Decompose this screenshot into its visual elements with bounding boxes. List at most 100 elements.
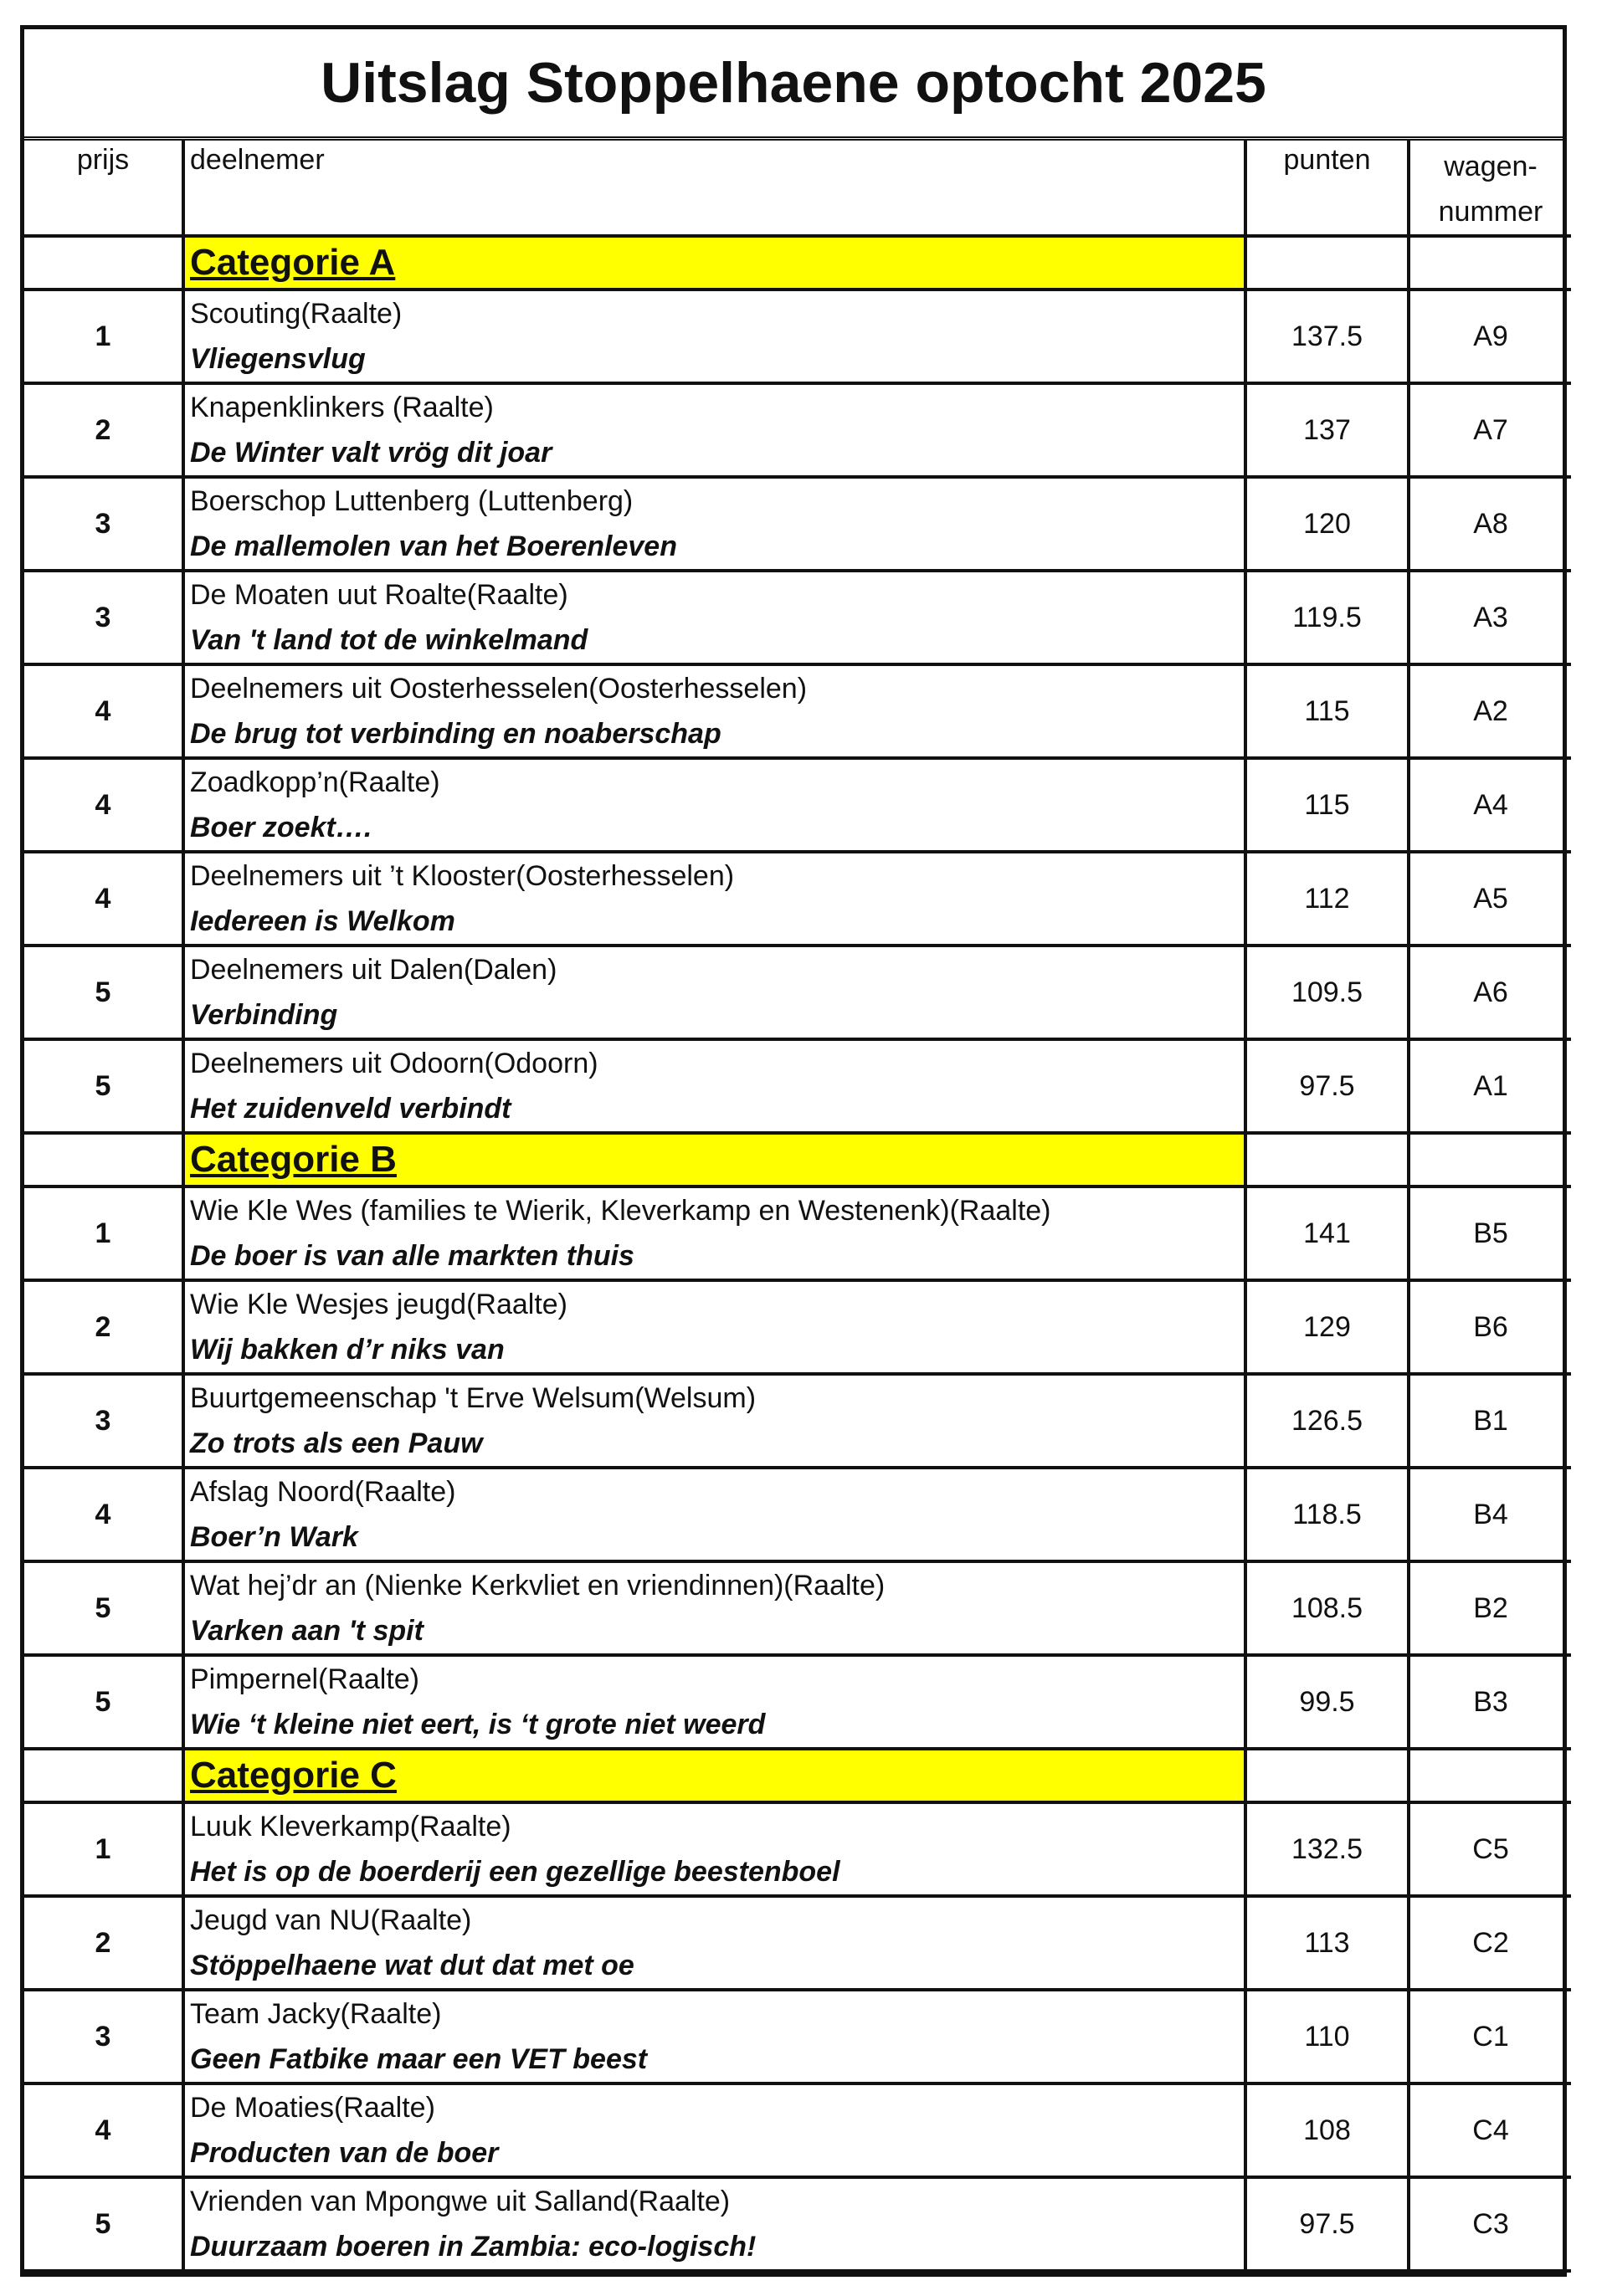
theme: Producten van de boer	[190, 2137, 499, 2169]
entry-cell: Deelnemers uit ’t Klooster(Oosterhessele…	[182, 850, 1247, 947]
theme: Stöppelhaene wat dut dat met oe	[190, 1950, 634, 1981]
deelnemer: Team Jacky(Raalte)	[190, 1998, 442, 2030]
result-row: 5 Deelnemers uit Dalen(Dalen) Verbinding 10…	[24, 944, 1571, 1041]
wagennummer: C4	[1407, 2082, 1571, 2179]
header-cell: wagen- nummer	[1407, 141, 1571, 238]
result-row: 1 Wie Kle Wes (families te Wierik, Klever…	[24, 1185, 1571, 1282]
theme: Het is op de boerderij een gezellige bee…	[190, 1856, 840, 1888]
result-row: 4 Deelnemers uit ’t Klooster(Oosterhessel…	[24, 850, 1571, 947]
category-row: Categorie A	[24, 234, 1571, 291]
prijs: 5	[24, 2176, 185, 2273]
category-row: Categorie B	[24, 1131, 1571, 1188]
header-row: prijs deelnemer punten wagen- nummer	[24, 141, 1571, 238]
punten: 109.5	[1244, 944, 1410, 1041]
wagennummer: A7	[1407, 382, 1571, 479]
punten: 126.5	[1244, 1372, 1410, 1469]
entry-cell: Afslag Noord(Raalte) Boer’n Wark	[182, 1466, 1247, 1563]
deelnemer: Deelnemers uit ’t Klooster(Oosterhessele…	[190, 860, 735, 892]
category-name: Categorie A	[182, 234, 1247, 291]
prijs: 3	[24, 475, 185, 572]
wagennummer: B3	[1407, 1653, 1571, 1750]
result-row: 3 De Moaten uut Roalte(Raalte) Van 't land…	[24, 569, 1571, 666]
entry-cell: De Moaties(Raalte) Producten van de boer	[182, 2082, 1247, 2179]
punten: 97.5	[1244, 1038, 1410, 1135]
result-row: 5 Wat hej’dr an (Nienke Kerkvliet en vrie…	[24, 1560, 1571, 1657]
theme: Verbinding	[190, 999, 338, 1031]
punten: 108.5	[1244, 1560, 1410, 1657]
header-cell: deelnemer	[182, 141, 1247, 238]
entry-cell: Wat hej’dr an (Nienke Kerkvliet en vrien…	[182, 1560, 1247, 1657]
result-row: 5 Vrienden van Mpongwe uit Salland(Raalte…	[24, 2176, 1571, 2273]
title: Uitslag Stoppelhaene optocht 2025	[24, 29, 1563, 141]
results-sheet: Uitslag Stoppelhaene optocht 2025 prijs …	[20, 25, 1571, 2277]
entry-cell: Deelnemers uit Odoorn(Odoorn) Het zuidenv…	[182, 1038, 1247, 1135]
punten: 113	[1244, 1894, 1410, 1991]
entry-cell: Team Jacky(Raalte) Geen Fatbike maar een …	[182, 1988, 1247, 2085]
entry-cell: Boerschop Luttenberg (Luttenberg) De mall…	[182, 475, 1247, 572]
prijs: 4	[24, 756, 185, 853]
prijs: 2	[24, 1279, 185, 1376]
wagennummer: A1	[1407, 1038, 1571, 1135]
punten: 118.5	[1244, 1466, 1410, 1563]
wagennummer: A2	[1407, 663, 1571, 760]
prijs: 1	[24, 1185, 185, 1282]
punten: 132.5	[1244, 1801, 1410, 1898]
header-text: wagen-	[1444, 151, 1538, 182]
prijs: 3	[24, 569, 185, 666]
result-row: 5 Pimpernel(Raalte) Wie ‘t kleine niet eer…	[24, 1653, 1571, 1750]
theme: Vliegensvlug	[190, 343, 366, 375]
punten: 129	[1244, 1279, 1410, 1376]
punten: 119.5	[1244, 569, 1410, 666]
wagennummer: B5	[1407, 1185, 1571, 1282]
theme: Wie ‘t kleine niet eert, is ‘t grote nie…	[190, 1709, 766, 1740]
entry-cell: Wie Kle Wes (families te Wierik, Kleverk…	[182, 1185, 1247, 1282]
deelnemer: Vrienden van Mpongwe uit Salland(Raalte)	[190, 2186, 731, 2217]
prijs: 5	[24, 1560, 185, 1657]
deelnemer: Knapenklinkers (Raalte)	[190, 392, 494, 423]
theme: Duurzaam boeren in Zambia: eco-logisch!	[190, 2231, 757, 2263]
entry-cell: Buurtgemeenschap 't Erve Welsum(Welsum) Z…	[182, 1372, 1247, 1469]
cell	[1244, 1131, 1410, 1188]
result-row: 5 Deelnemers uit Odoorn(Odoorn) Het zuiden…	[24, 1038, 1571, 1135]
prijs: 5	[24, 1653, 185, 1750]
wagennummer: A9	[1407, 288, 1571, 385]
punten: 108	[1244, 2082, 1410, 2179]
wagennummer: A6	[1407, 944, 1571, 1041]
punten: 141	[1244, 1185, 1410, 1282]
deelnemer: De Moaten uut Roalte(Raalte)	[190, 579, 568, 611]
cell	[1407, 1131, 1571, 1188]
wagennummer: C3	[1407, 2176, 1571, 2273]
result-row: 3 Buurtgemeenschap 't Erve Welsum(Welsum)…	[24, 1372, 1571, 1469]
result-row: 2 Knapenklinkers (Raalte) De Winter valt v…	[24, 382, 1571, 479]
category-name: Categorie C	[182, 1747, 1247, 1804]
punten: 115	[1244, 663, 1410, 760]
category-name: Categorie B	[182, 1131, 1247, 1188]
wagennummer: B1	[1407, 1372, 1571, 1469]
theme: Wij bakken d’r niks van	[190, 1334, 505, 1366]
entry-cell: Scouting(Raalte) Vliegensvlug	[182, 288, 1247, 385]
entry-cell: Zoadkopp’n(Raalte) Boer zoekt….	[182, 756, 1247, 853]
entry-cell: Knapenklinkers (Raalte) De Winter valt vr…	[182, 382, 1247, 479]
deelnemer: Jeugd van NU(Raalte)	[190, 1904, 472, 1936]
theme: Geen Fatbike maar een VET beest	[190, 2043, 648, 2075]
theme: De boer is van alle markten thuis	[190, 1240, 634, 1272]
cell	[1407, 1747, 1571, 1804]
theme: Zo trots als een Pauw	[190, 1427, 483, 1459]
result-row: 1 Scouting(Raalte) Vliegensvlug 137.5 A9	[24, 288, 1571, 385]
punten: 99.5	[1244, 1653, 1410, 1750]
deelnemer: De Moaties(Raalte)	[190, 2092, 435, 2124]
punten: 137.5	[1244, 288, 1410, 385]
deelnemer: Wie Kle Wesjes jeugd(Raalte)	[190, 1289, 567, 1320]
header-cell: prijs	[24, 141, 185, 238]
prijs: 4	[24, 663, 185, 760]
entry-cell: Deelnemers uit Oosterhesselen(Oosterhess…	[182, 663, 1247, 760]
wagennummer: A5	[1407, 850, 1571, 947]
deelnemer: Boerschop Luttenberg (Luttenberg)	[190, 485, 634, 517]
theme: Iedereen is Welkom	[190, 905, 455, 937]
cell	[1244, 1747, 1410, 1804]
cell	[1244, 234, 1410, 291]
theme: Boer zoekt….	[190, 812, 372, 843]
prijs: 4	[24, 1466, 185, 1563]
entry-cell: Deelnemers uit Dalen(Dalen) Verbinding	[182, 944, 1247, 1041]
